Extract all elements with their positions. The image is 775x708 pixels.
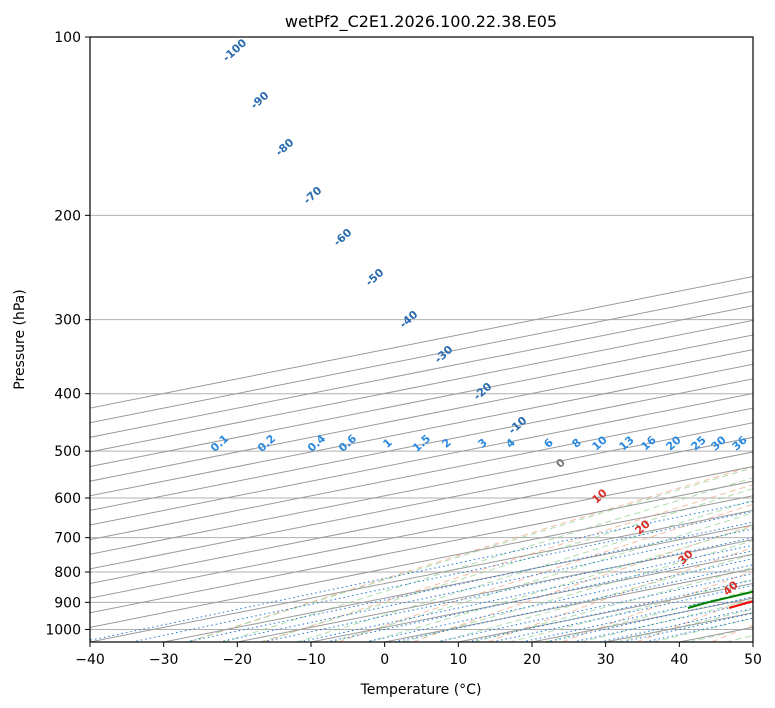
isotherm <box>237 539 753 642</box>
y-tick-label: 600 <box>54 491 81 507</box>
plot-frame <box>89 36 754 643</box>
moist-adiabat <box>296 499 753 642</box>
isotherm <box>90 290 753 424</box>
moist-adiabat <box>260 488 753 642</box>
isotherm <box>90 319 753 453</box>
isotherm <box>90 480 753 614</box>
x-axis-ticks: −40 −30 −20 −10 0 10 20 30 40 50 <box>75 642 762 668</box>
isotherm <box>90 466 753 599</box>
y-tick-label: 300 <box>54 313 81 329</box>
isotherm <box>752 641 753 642</box>
x-tick-label: 40 <box>670 652 688 668</box>
y-tick-label: 200 <box>54 208 81 224</box>
moist-adiabat <box>544 589 753 642</box>
isotherm <box>90 334 753 468</box>
moist-adiabat <box>473 566 753 642</box>
isotherm <box>90 422 753 555</box>
x-tick-label: −20 <box>223 652 253 668</box>
background-lines <box>90 275 753 642</box>
isotherm <box>90 495 753 628</box>
mixing-ratio-line <box>325 550 753 642</box>
moist-adiabat <box>402 540 753 642</box>
plot-background <box>90 37 753 642</box>
x-tick-label: 0 <box>380 652 389 668</box>
y-tick-label: 800 <box>54 565 81 581</box>
mixing-ratio-line <box>218 528 753 642</box>
isotherm <box>90 451 753 585</box>
x-tick-label: −30 <box>149 652 179 668</box>
moist-adiabat <box>187 467 753 642</box>
x-axis-label: Temperature (°C) <box>360 682 482 698</box>
isotherm <box>90 509 753 642</box>
pressure-gridlines <box>90 37 753 630</box>
y-axis-label: Pressure (hPa) <box>12 289 28 389</box>
x-tick-label: 20 <box>523 652 541 668</box>
isotherm <box>90 275 753 409</box>
isotherm <box>90 436 753 570</box>
y-tick-label: 500 <box>54 444 81 460</box>
y-axis-ticks: 100 200 300 400 500 600 700 800 900 1000 <box>45 30 90 638</box>
chart-title: wetPf2_C2E1.2026.100.22.38.E05 <box>285 12 557 32</box>
x-tick-label: −10 <box>296 652 326 668</box>
x-tick-label: −40 <box>75 652 105 668</box>
x-tick-label: 50 <box>744 652 762 668</box>
dry-adiabat <box>263 484 753 642</box>
isotherm <box>90 305 753 438</box>
mixing-ratio-line <box>599 607 753 642</box>
mixing-ratio-line <box>185 521 753 642</box>
mixing-ratio-line <box>299 544 753 642</box>
dry-adiabat <box>487 547 753 642</box>
y-tick-label: 100 <box>54 30 81 46</box>
x-tick-label: 30 <box>597 652 615 668</box>
y-tick-label: 400 <box>54 387 81 403</box>
mixing-ratio-line <box>645 617 753 642</box>
isotherm <box>163 524 753 642</box>
y-tick-label: 900 <box>54 595 81 611</box>
y-tick-label: 1000 <box>45 622 81 638</box>
dry-adiabat <box>188 465 753 642</box>
y-tick-label: 700 <box>54 531 81 547</box>
x-tick-label: 10 <box>449 652 467 668</box>
mixing-ratio-line <box>622 612 753 642</box>
mixing-ratio-line <box>262 537 753 642</box>
